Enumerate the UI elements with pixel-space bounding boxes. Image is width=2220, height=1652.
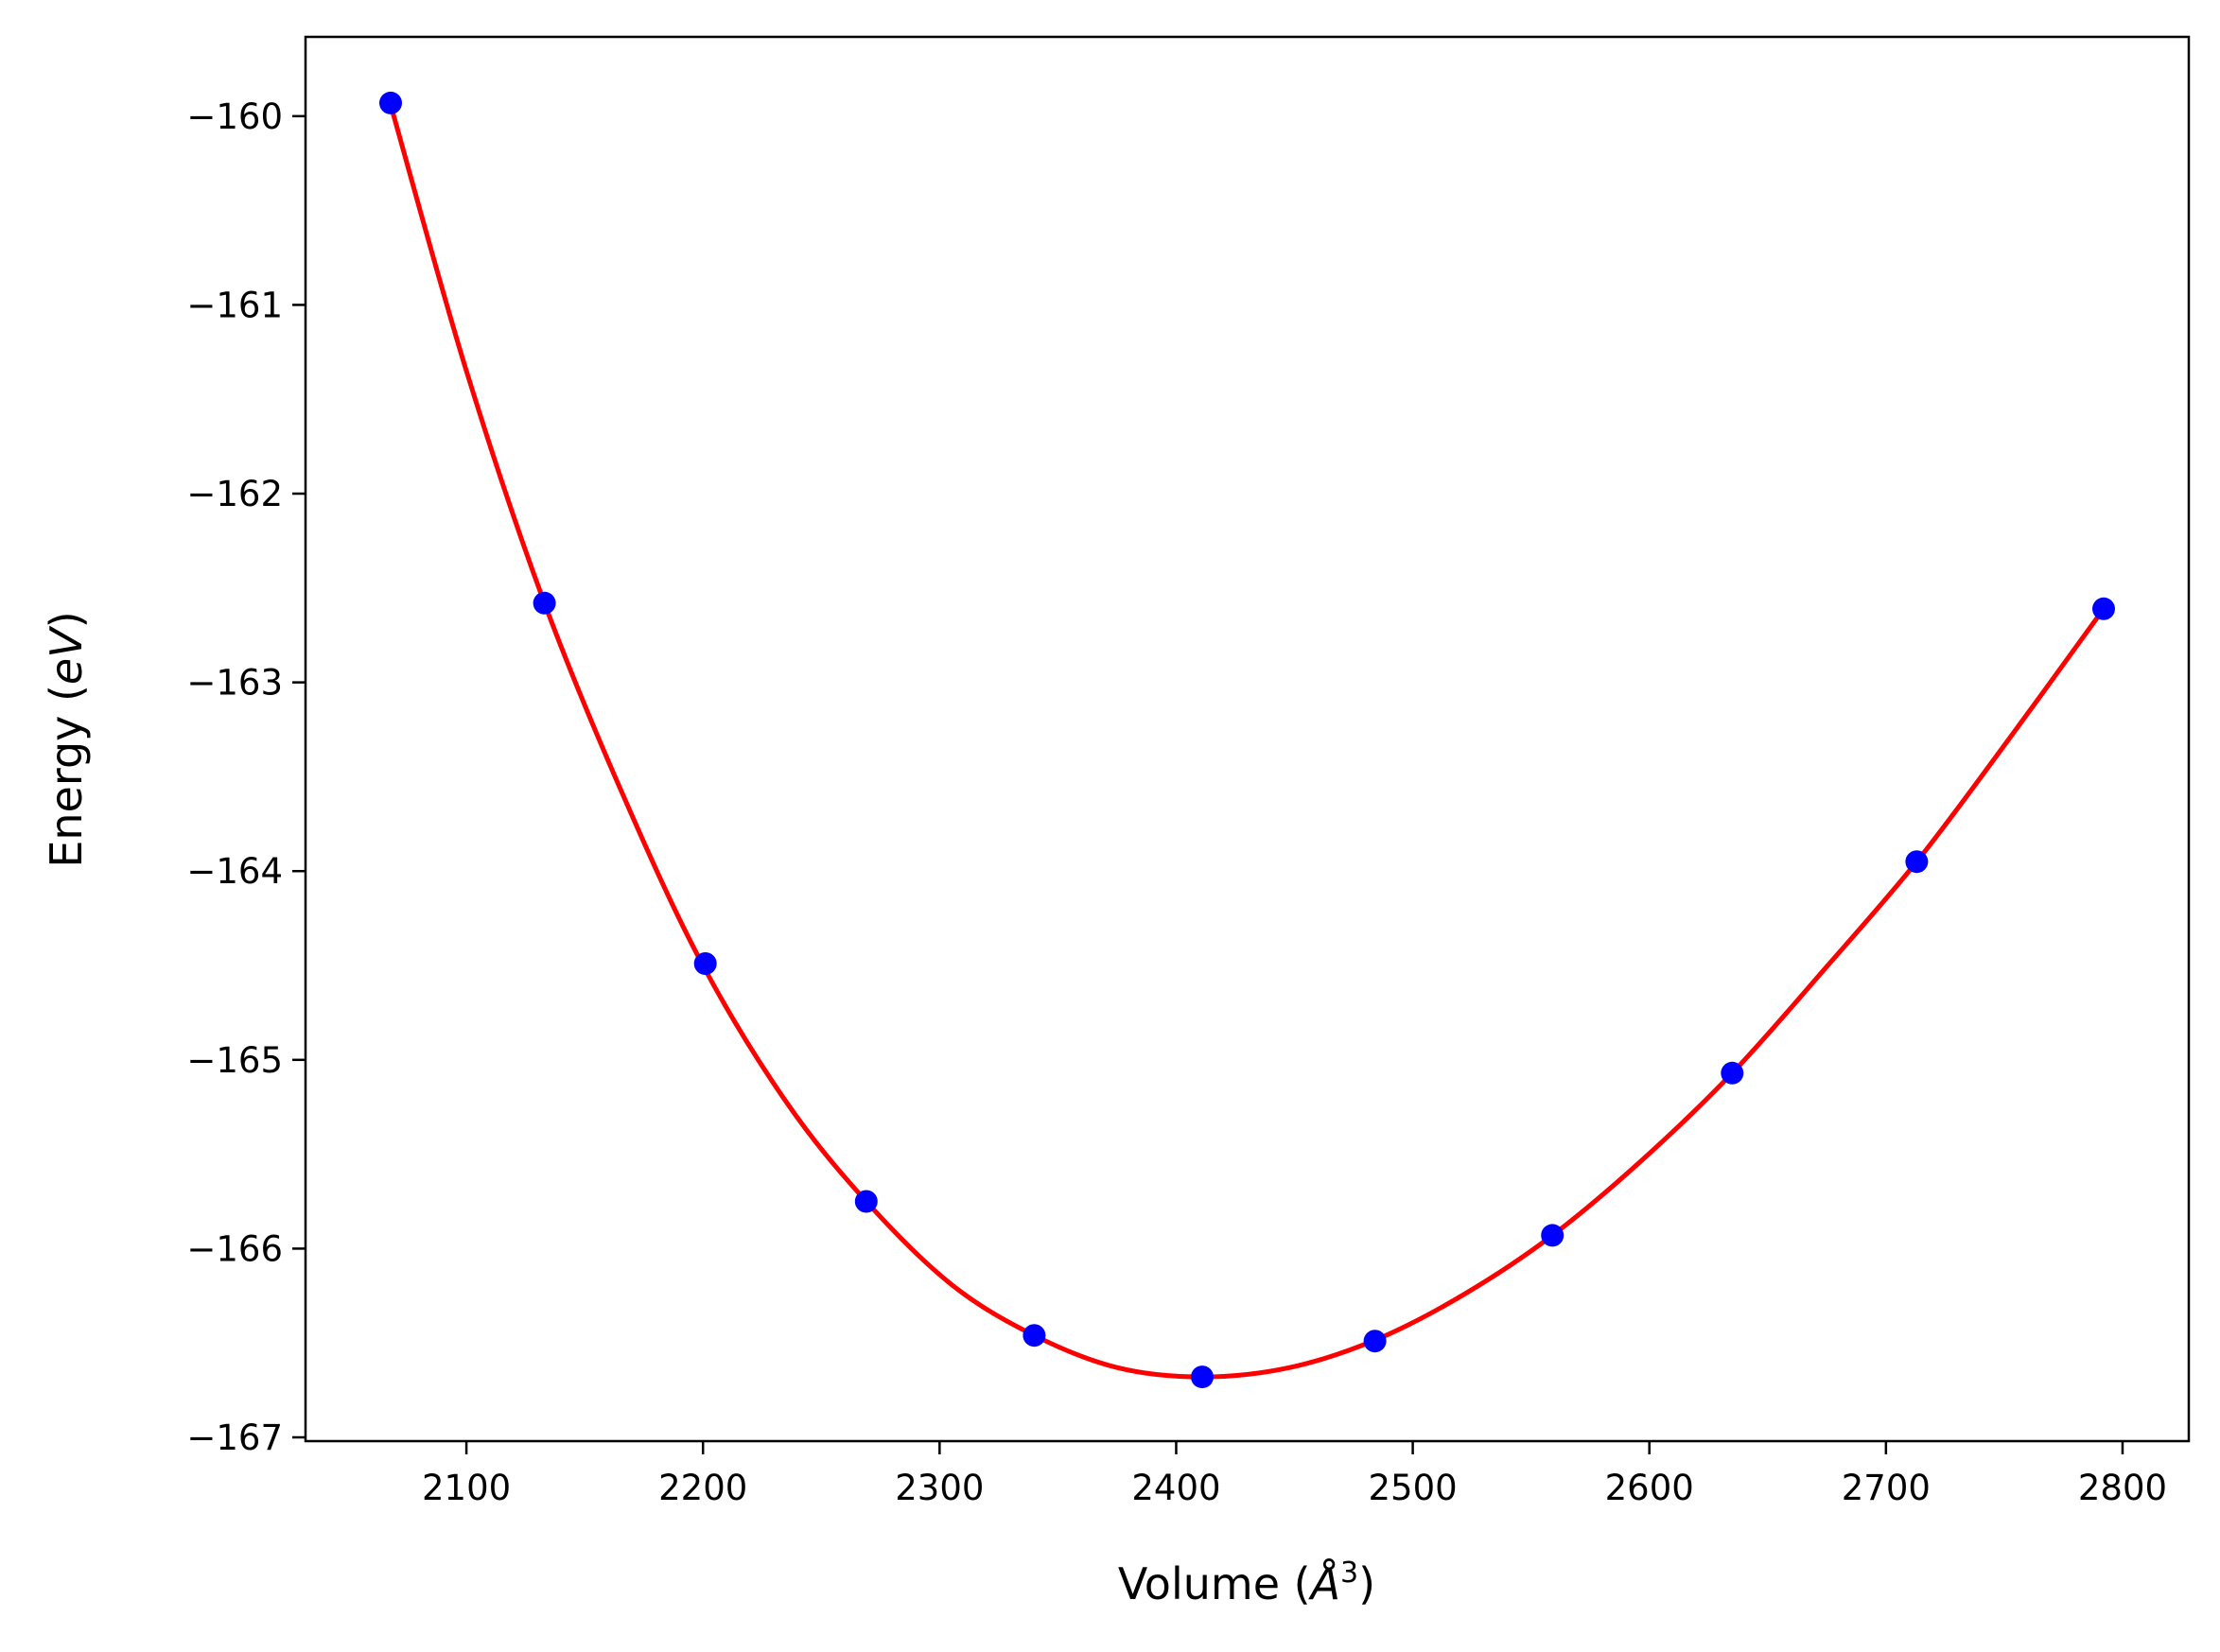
x-tick-label: 2400 (1131, 1468, 1220, 1508)
y-tick-label: −164 (186, 851, 283, 892)
data-point (854, 1190, 878, 1213)
x-tick-label: 2200 (658, 1468, 747, 1508)
y-tick-label: −166 (186, 1228, 283, 1269)
y-axis-title-unit: eV (41, 625, 92, 685)
data-point (1363, 1330, 1387, 1353)
y-axis-title: Energy (eV) (41, 611, 92, 867)
x-axis-title-unit: Å (1308, 1558, 1340, 1609)
x-tick-label: 2500 (1369, 1468, 1458, 1508)
data-point (1541, 1224, 1564, 1247)
x-axis-title-exponent: 3 (1340, 1556, 1358, 1590)
data-point (379, 91, 402, 114)
y-axis-ticks: −160 −161 −162 −163 −164 −165 −166 −167 (186, 96, 306, 1458)
y-tick-label: −161 (186, 285, 283, 325)
y-axis-title-close: ) (41, 611, 92, 628)
x-axis-title-close: ) (1358, 1558, 1375, 1609)
x-tick-label: 2100 (422, 1468, 511, 1508)
y-tick-label: −167 (186, 1417, 283, 1458)
y-tick-label: −163 (186, 663, 283, 704)
data-point (693, 952, 717, 975)
data-point (1191, 1365, 1214, 1389)
y-axis-title-text: Energy ( (41, 685, 92, 868)
y-tick-label: −162 (186, 474, 283, 514)
data-point (1905, 850, 1929, 874)
y-tick-label: −160 (186, 96, 283, 137)
plot-content (379, 91, 2115, 1389)
data-point (1721, 1061, 1744, 1085)
x-tick-label: 2600 (1605, 1468, 1694, 1508)
data-point (1023, 1324, 1046, 1348)
x-tick-label: 2300 (895, 1468, 984, 1508)
y-tick-label: −165 (186, 1040, 283, 1081)
x-axis-title-text: Volume ( (1118, 1558, 1311, 1609)
x-axis-title: Volume (Å3) (1118, 1556, 1375, 1609)
data-point (533, 591, 556, 615)
data-point (2092, 597, 2115, 620)
plot-frame (304, 35, 2191, 1443)
x-tick-label: 2700 (1842, 1468, 1931, 1508)
fit-curve (388, 102, 2106, 1380)
x-tick-label: 2800 (2078, 1468, 2167, 1508)
x-axis-ticks: 2100 2200 2300 2400 2500 2600 2700 2800 (422, 1441, 2167, 1508)
